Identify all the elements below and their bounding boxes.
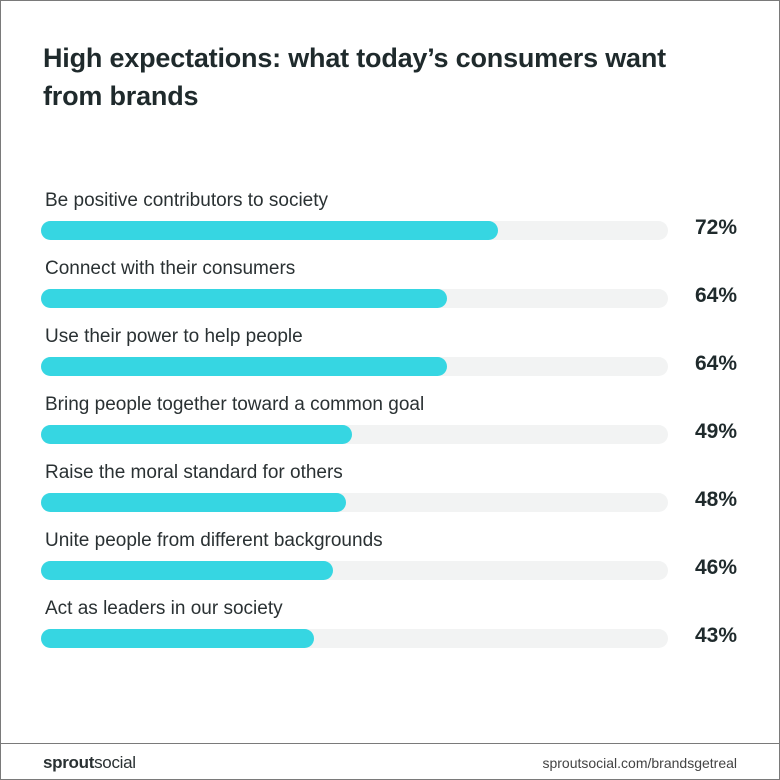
bar-label: Bring people together toward a common go…	[45, 394, 425, 415]
bar-track	[41, 357, 668, 376]
bar-track	[41, 425, 668, 444]
bar	[41, 289, 448, 308]
bar-track	[41, 561, 668, 580]
bar-row: Use their power to help people 64%	[1, 326, 779, 394]
value-label: 48%	[694, 488, 737, 511]
value-label: 72%	[694, 216, 737, 239]
bar-row: Act as leaders in our society 43%	[1, 598, 779, 666]
sprout-social-logo: sproutsocial	[43, 753, 136, 773]
bar	[41, 493, 346, 512]
chart-title: High expectations: what today’s consumer…	[43, 43, 666, 111]
value-label: 64%	[694, 352, 737, 375]
bar-label: Raise the moral standard for others	[45, 462, 343, 483]
bar-label: Unite people from different backgrounds	[45, 530, 383, 551]
bar-label: Act as leaders in our society	[45, 598, 283, 619]
bar	[41, 357, 448, 376]
bar-label: Connect with their consumers	[45, 258, 296, 279]
value-label: 64%	[694, 284, 737, 307]
value-label: 46%	[694, 556, 737, 579]
bar-track	[41, 289, 668, 308]
logo-light-text: social	[94, 753, 136, 772]
bar	[41, 561, 333, 580]
bar	[41, 221, 498, 240]
bar-row: Connect with their consumers 64%	[1, 258, 779, 326]
bar	[41, 629, 314, 648]
value-label: 43%	[694, 624, 737, 647]
logo-bold-text: sprout	[43, 753, 95, 772]
value-label: 49%	[694, 420, 737, 443]
bar-row: Be positive contributors to society 72%	[1, 190, 779, 258]
bar-row: Unite people from different backgrounds …	[1, 530, 779, 598]
bar-row: Bring people together toward a common go…	[1, 394, 779, 462]
bar-track	[41, 493, 668, 512]
bar-label: Use their power to help people	[45, 326, 303, 347]
bar-label: Be positive contributors to society	[45, 190, 329, 211]
footer-url: sproutsocial.com/brandsgetreal	[542, 755, 737, 771]
bar-track	[41, 629, 668, 648]
bar-track	[41, 221, 668, 240]
bar	[41, 425, 352, 444]
footer-divider	[1, 743, 779, 744]
bar-row: Raise the moral standard for others 48%	[1, 462, 779, 530]
